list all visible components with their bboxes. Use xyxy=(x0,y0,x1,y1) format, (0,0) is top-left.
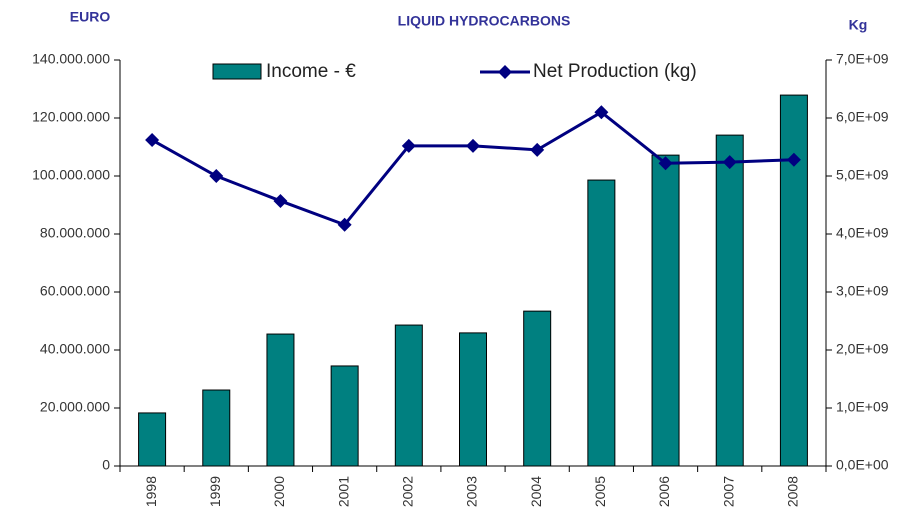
marker xyxy=(466,138,480,153)
bar xyxy=(779,94,808,467)
y2-tick-label: 5,0E+09 xyxy=(836,167,889,183)
y2-tick-label: 2,0E+09 xyxy=(836,341,889,357)
y2-tick-label: 7,0E+09 xyxy=(836,51,889,67)
y-tick-label: 120.000.000 xyxy=(32,109,110,125)
bar xyxy=(587,179,616,467)
marker xyxy=(786,152,801,167)
x-tick-label: 2005 xyxy=(592,476,608,507)
marker xyxy=(722,155,737,170)
y-tick-label: 20.000.000 xyxy=(40,399,110,415)
x-tick-label: 2001 xyxy=(335,476,351,507)
x-tick-label: 2004 xyxy=(528,476,544,507)
bar xyxy=(523,310,552,467)
y2-tick-label: 0,0E+00 xyxy=(836,457,889,473)
y-axis-label: EURO xyxy=(70,9,111,25)
bar xyxy=(715,134,744,467)
marker xyxy=(658,156,673,171)
y-tick-label: 60.000.000 xyxy=(40,283,110,299)
y-tick-label: 40.000.000 xyxy=(40,341,110,357)
y2-tick-label: 4,0E+09 xyxy=(836,225,889,241)
marker xyxy=(530,142,545,157)
marker xyxy=(337,217,352,232)
y2-tick-label: 3,0E+09 xyxy=(836,283,889,299)
bar xyxy=(138,412,167,467)
y2-tick-label: 6,0E+09 xyxy=(836,109,889,125)
bar xyxy=(394,324,423,467)
marker xyxy=(145,133,160,148)
x-tick-label: 2003 xyxy=(464,476,480,507)
legend-marker xyxy=(498,65,512,79)
legend-swatch xyxy=(212,63,262,80)
x-tick-label: 2002 xyxy=(400,476,416,507)
x-tick-label: 1998 xyxy=(143,476,159,507)
legend-label: Net Production (kg) xyxy=(533,61,697,82)
x-tick-label: 2000 xyxy=(271,476,287,507)
marker xyxy=(273,193,288,208)
x-tick-label: 2007 xyxy=(720,476,736,507)
bar xyxy=(651,154,680,467)
bar xyxy=(266,333,295,467)
marker xyxy=(209,169,224,183)
x-tick-label: 2008 xyxy=(785,476,801,507)
bar xyxy=(202,389,231,467)
y-tick-label: 0 xyxy=(102,457,110,473)
y2-axis-label: Kg xyxy=(849,17,868,33)
x-tick-label: 2006 xyxy=(656,476,672,507)
legend-label: Income - € xyxy=(266,61,356,82)
chart-title: LIQUID HYDROCARBONS xyxy=(398,13,571,29)
marker xyxy=(401,138,416,153)
line xyxy=(151,110,794,227)
y-tick-label: 100.000.000 xyxy=(32,167,110,183)
bar xyxy=(330,365,359,467)
y2-tick-label: 1,0E+09 xyxy=(836,399,889,415)
bar xyxy=(459,332,487,467)
y-tick-label: 140.000.000 xyxy=(32,51,110,67)
x-tick-label: 1999 xyxy=(207,476,223,507)
marker xyxy=(594,105,609,120)
y-tick-label: 80.000.000 xyxy=(40,225,110,241)
